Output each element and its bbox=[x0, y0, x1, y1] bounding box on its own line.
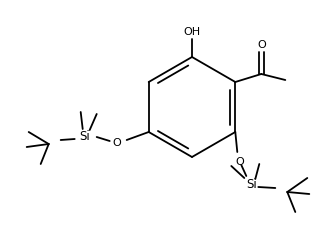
Text: O: O bbox=[235, 156, 244, 166]
Text: Si: Si bbox=[246, 178, 257, 191]
Text: OH: OH bbox=[183, 27, 201, 37]
Text: O: O bbox=[257, 40, 266, 50]
Text: Si: Si bbox=[79, 130, 90, 143]
Text: O: O bbox=[112, 137, 121, 147]
